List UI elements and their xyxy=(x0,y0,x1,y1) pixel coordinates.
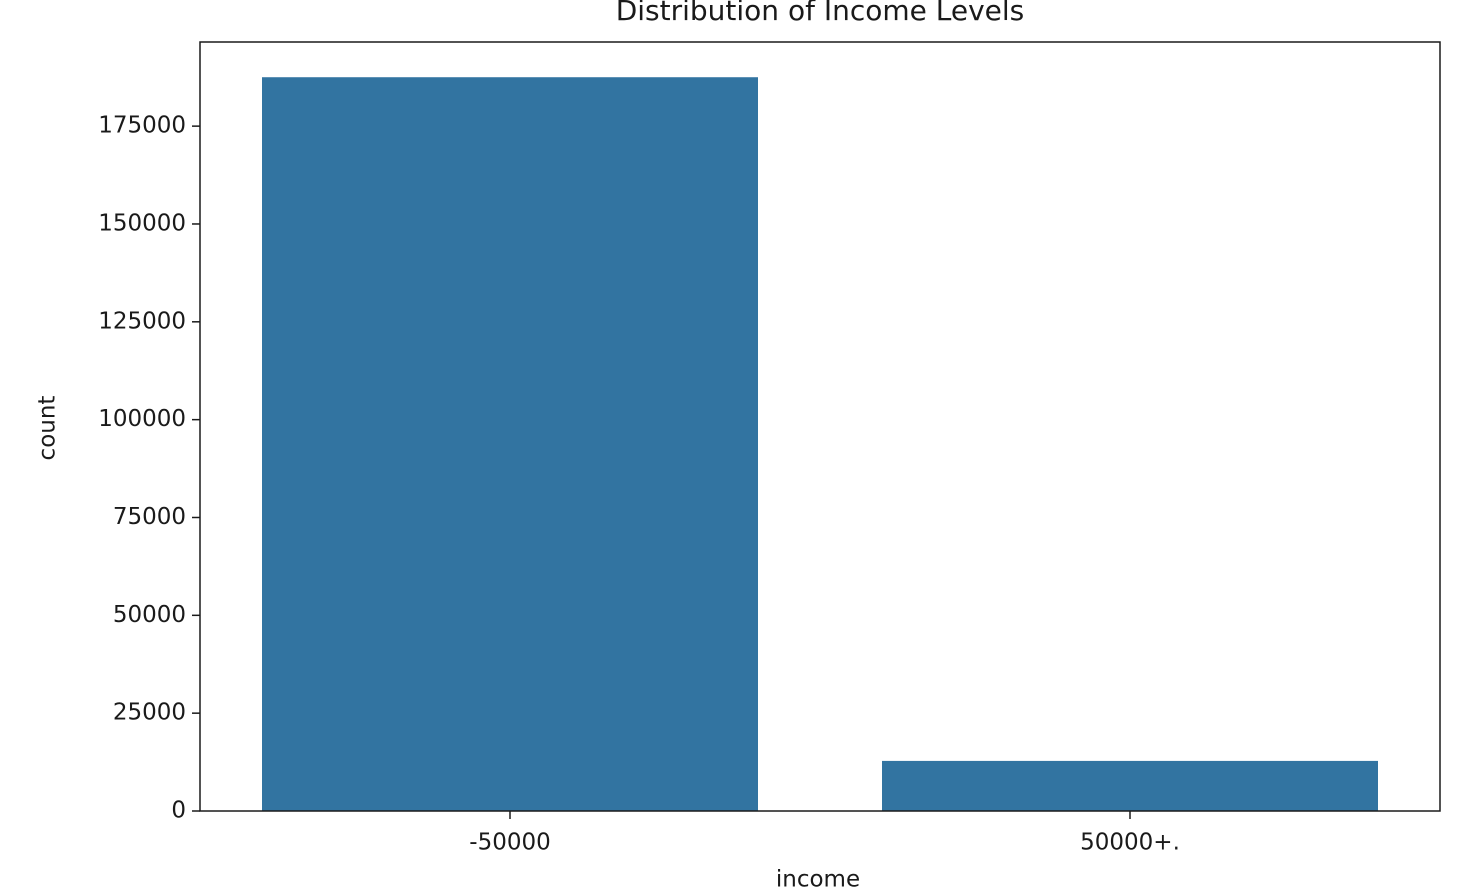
x-tick-label: -50000 xyxy=(469,830,550,856)
x-tick-label: 50000+. xyxy=(1080,830,1180,856)
chart-title: Distribution of Income Levels xyxy=(616,0,1025,27)
y-tick-label: 175000 xyxy=(98,113,186,139)
y-tick-label: 75000 xyxy=(113,504,186,530)
y-tick-label: 25000 xyxy=(113,700,186,726)
bar xyxy=(262,77,758,811)
y-tick-label: 150000 xyxy=(98,210,186,236)
y-tick-label: 0 xyxy=(171,798,186,824)
bar xyxy=(882,760,1378,811)
y-tick-label: 125000 xyxy=(98,308,186,334)
y-tick-label: 100000 xyxy=(98,406,186,432)
x-axis-label: income xyxy=(776,867,860,890)
y-axis-label: count xyxy=(35,396,61,461)
plot-frame xyxy=(199,41,1441,812)
y-tick-label: 50000 xyxy=(113,602,186,628)
